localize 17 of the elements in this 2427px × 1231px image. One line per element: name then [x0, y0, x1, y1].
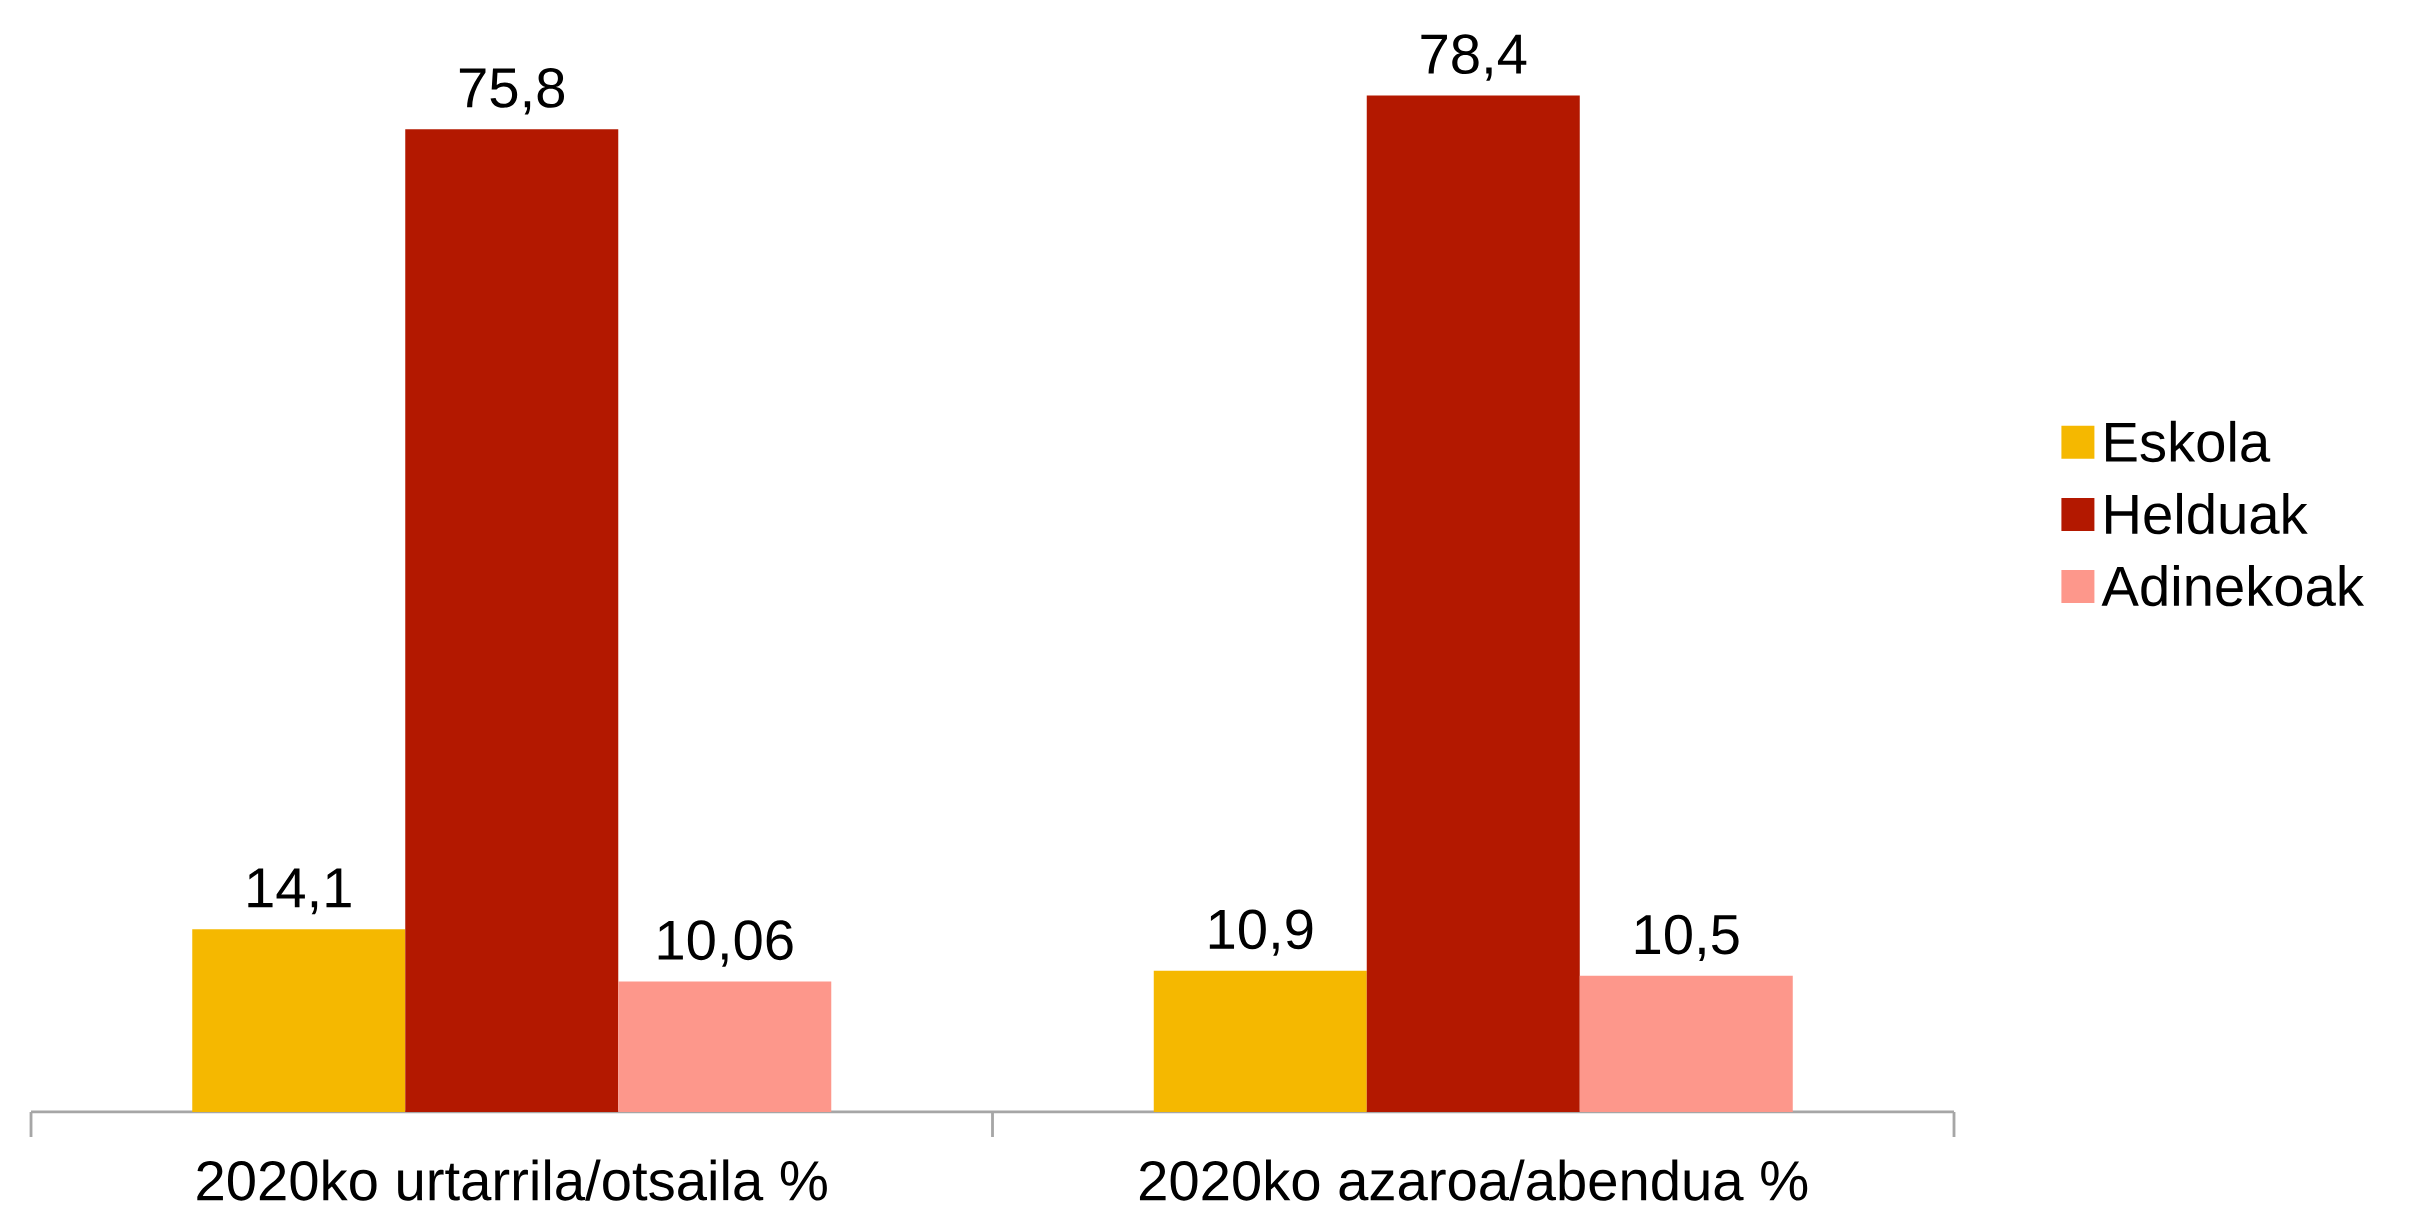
- bar: [405, 129, 619, 1112]
- x-tick-label: 2020ko urtarrila/otsaila %: [197, 1159, 827, 1201]
- bar: [1153, 970, 1367, 1112]
- bar: [192, 929, 406, 1112]
- bar: [618, 981, 832, 1112]
- bar: [1366, 95, 1580, 1112]
- data-label: 10,06: [658, 920, 793, 967]
- legend-label: Helduak: [2106, 492, 2308, 535]
- data-label: 78,4: [1421, 34, 1527, 81]
- data-label: 10,9: [1209, 909, 1313, 956]
- data-label: 10,5: [1635, 914, 1739, 962]
- data-label: 75,8: [459, 68, 565, 115]
- x-tick-label: 2020ko azaroa/abendua %: [1139, 1159, 1808, 1201]
- bar: [1579, 975, 1793, 1112]
- legend-label: Adinekoak: [2101, 565, 2365, 607]
- legend-label: Eskola: [2106, 420, 2271, 463]
- data-label: 14,1: [248, 868, 351, 915]
